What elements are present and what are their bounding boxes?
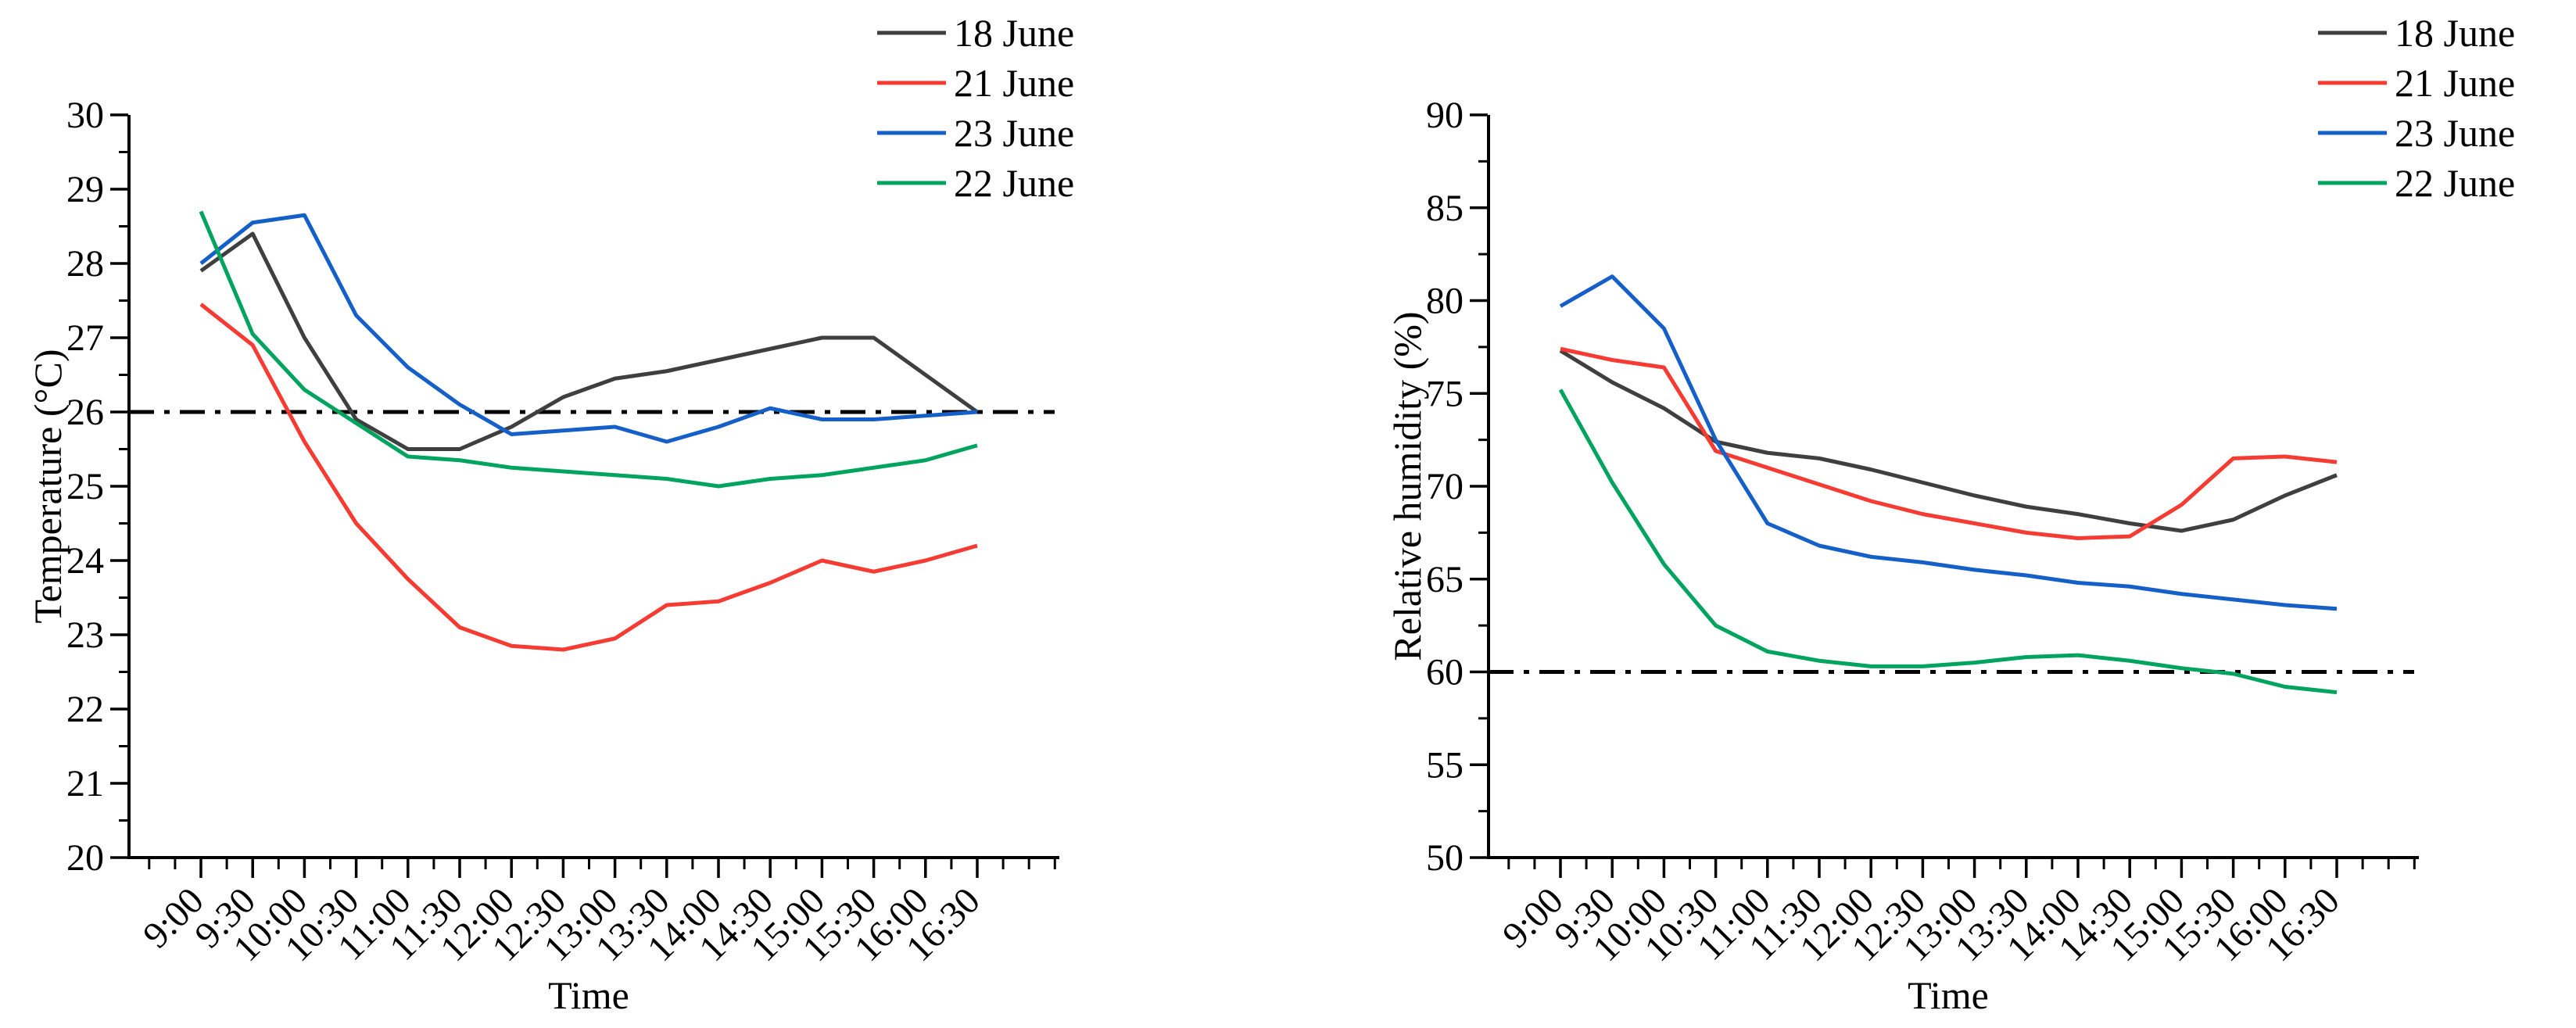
y-tick-label: 90 (1426, 95, 1464, 136)
series-line-18-june (199, 231, 979, 451)
y-tick-label: 25 (66, 466, 104, 507)
y-tick-label: 65 (1426, 559, 1464, 600)
legend-label: 23 June (2395, 111, 2515, 155)
temperature-chart: 20212223242526272829309:009:3010:0010:30… (26, 11, 1074, 1017)
y-tick-label: 30 (66, 95, 104, 136)
legend-label: 18 June (954, 11, 1074, 55)
x-axis-title: Time (548, 973, 629, 1017)
y-tick-label: 80 (1426, 281, 1464, 322)
legend-label: 23 June (954, 111, 1074, 155)
legend-label: 18 June (2395, 11, 2515, 55)
series-line-23-june (1559, 274, 2338, 611)
y-tick-label: 60 (1426, 652, 1464, 693)
y-tick-label: 22 (66, 689, 104, 730)
y-tick-label: 29 (66, 169, 104, 210)
legend-label: 22 June (2395, 161, 2515, 205)
legend-label: 21 June (2395, 61, 2515, 105)
y-tick-label: 20 (66, 837, 104, 879)
series-line-21-june (199, 303, 978, 652)
legend-label: 21 June (954, 61, 1074, 105)
y-tick-label: 50 (1426, 837, 1464, 879)
humidity-chart: 5055606570758085909:009:3010:0010:3011:0… (1385, 11, 2515, 1017)
y-tick-label: 70 (1426, 466, 1464, 507)
y-tick-label: 24 (66, 540, 104, 582)
series-line-23-june (199, 213, 978, 444)
series-line-22-june (1558, 389, 2338, 695)
y-tick-label: 55 (1426, 744, 1464, 786)
y-axis-title: Temperature (°C) (26, 349, 70, 623)
y-axis-title: Relative humidity (%) (1385, 311, 1429, 661)
legend: 18 June 21 June 23 June 22 June (2318, 11, 2515, 205)
y-tick-label: 28 (66, 243, 104, 285)
x-axis-title: Time (1908, 973, 1989, 1017)
y-tick-label: 85 (1426, 188, 1464, 229)
y-tick-label: 21 (66, 763, 104, 804)
legend-label: 22 June (954, 161, 1074, 205)
y-tick-label: 75 (1426, 373, 1464, 414)
y-tick-label: 23 (66, 614, 104, 656)
series-line-22-june (199, 210, 978, 489)
y-tick-label: 27 (66, 317, 104, 359)
series-line-21-june (1560, 346, 2338, 540)
y-tick-label: 26 (66, 392, 104, 433)
series-line-18-june (1559, 349, 2338, 533)
legend: 18 June 21 June 23 June 22 June (877, 11, 1074, 205)
